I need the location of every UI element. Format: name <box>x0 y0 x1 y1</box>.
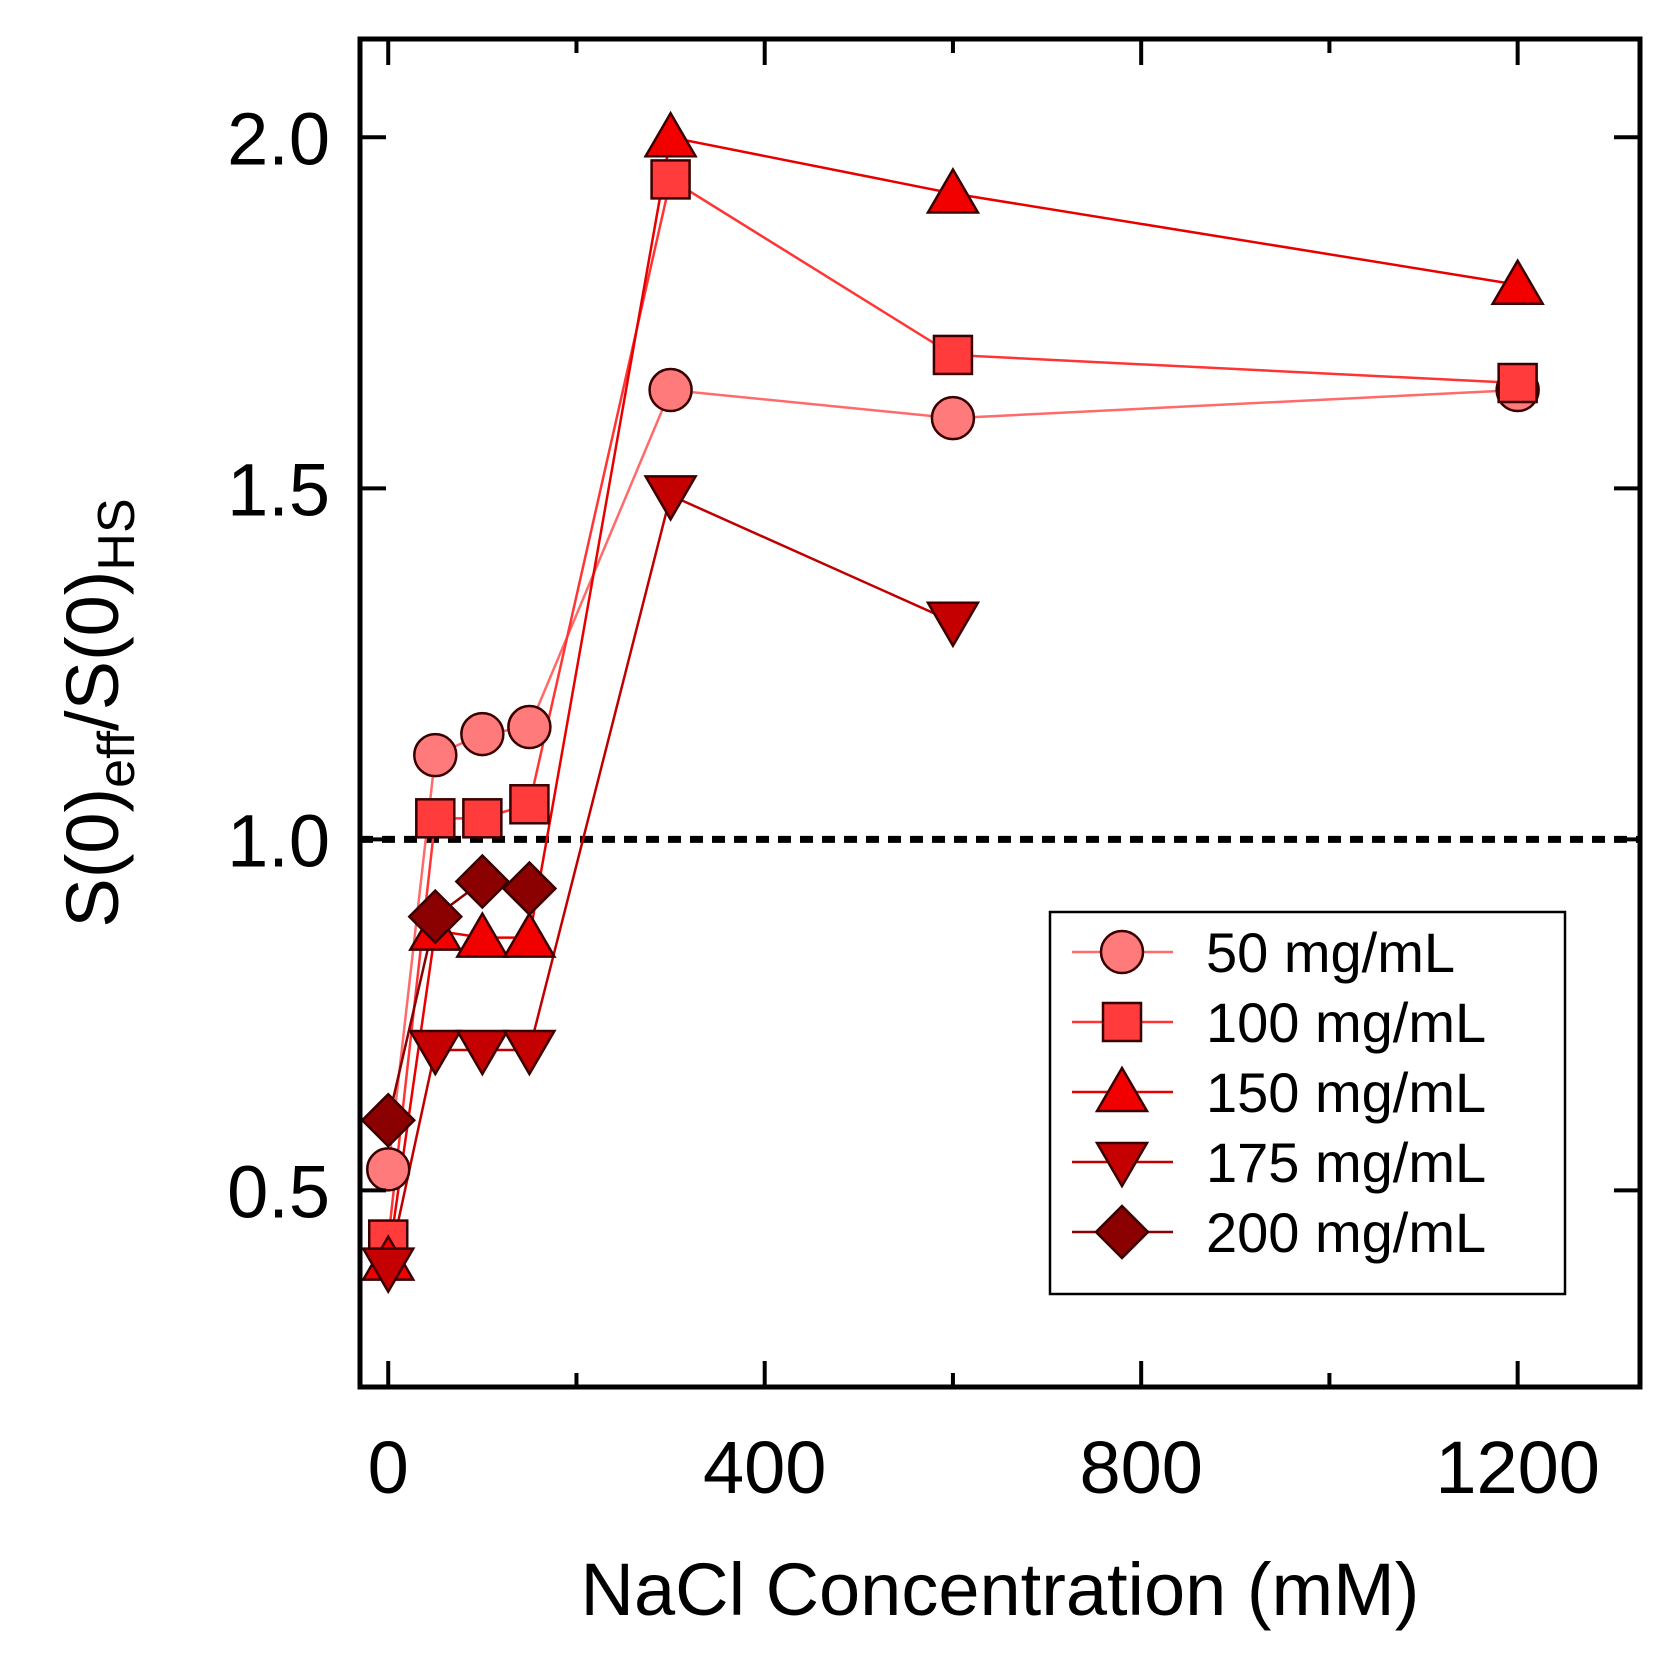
legend-marker <box>1099 929 1145 975</box>
y-axis-title-sub-eff: eff <box>88 730 146 787</box>
series-markers-5 <box>360 853 558 1148</box>
legend-label: 150 mg/mL <box>1206 1061 1486 1124</box>
legend-entry: 200 mg/mL <box>1072 1201 1486 1264</box>
data-point <box>1497 362 1538 404</box>
series-4 <box>387 493 954 1268</box>
legend-label: 175 mg/mL <box>1206 1131 1486 1194</box>
legend-label: 100 mg/mL <box>1206 991 1486 1054</box>
data-point <box>455 1029 510 1077</box>
y-tick-label: 0.5 <box>227 1150 330 1233</box>
legend-marker <box>1094 1141 1150 1189</box>
data-point <box>925 166 981 214</box>
legend-entry: 150 mg/mL <box>1072 1061 1486 1124</box>
y-axis-title-sub-hs: HS <box>88 498 146 570</box>
y-axis-title-separator: /S(0) <box>51 571 134 731</box>
data-point <box>360 1092 417 1148</box>
legend-entry: 100 mg/mL <box>1072 991 1486 1054</box>
data-point <box>507 704 552 750</box>
y-axis-title: S(0)eff/S(0)HS <box>51 498 146 927</box>
data-point <box>643 475 698 522</box>
data-point <box>1490 258 1545 305</box>
y-axis-title-base: S(0) <box>51 788 134 928</box>
data-point <box>932 334 974 376</box>
data-point <box>415 798 456 839</box>
series-layer <box>360 110 1545 1295</box>
data-point <box>930 395 976 441</box>
data-point <box>643 110 698 158</box>
data-point <box>361 1247 416 1295</box>
data-point <box>407 888 464 945</box>
tick-layer: 0 400 800 1200 0.5 1.0 1.5 2.0 <box>227 39 1640 1509</box>
legend-label: 200 mg/mL <box>1206 1201 1486 1264</box>
data-point <box>454 853 511 910</box>
plot-frame <box>357 36 1643 1390</box>
data-point <box>925 601 981 649</box>
y-tick-label: 1.0 <box>227 799 330 882</box>
legend-entry: 175 mg/mL <box>1072 1131 1486 1194</box>
x-tick-label: 400 <box>703 1426 826 1509</box>
data-point <box>502 911 557 958</box>
x-axis-title: NaCl Concentration (mM) <box>581 1548 1420 1631</box>
legend-entry: 50 mg/mL <box>1072 921 1455 984</box>
data-point <box>462 798 503 839</box>
series-line <box>387 493 954 1268</box>
data-point <box>460 711 505 757</box>
x-tick-label: 800 <box>1079 1426 1202 1509</box>
y-tick-label: 2.0 <box>227 97 330 180</box>
x-tick-label: 0 <box>368 1426 409 1509</box>
legend-marker <box>1094 1204 1150 1260</box>
legend-marker <box>1094 1065 1150 1113</box>
data-point <box>650 159 691 200</box>
data-point <box>502 1029 557 1077</box>
legend-label: 50 mg/mL <box>1206 921 1455 984</box>
data-point <box>501 860 558 917</box>
data-point <box>365 1147 411 1192</box>
series-markers-4 <box>361 475 981 1295</box>
data-point <box>648 367 693 413</box>
legend: 50 mg/mL 100 mg/mL 150 mg/mL 175 mg/mL 200 m… <box>1048 910 1567 1296</box>
data-point <box>455 911 510 958</box>
series-markers-2 <box>367 159 1538 1260</box>
y-tick-label: 1.5 <box>227 448 330 531</box>
x-tick-label: 1200 <box>1435 1426 1600 1509</box>
data-point <box>413 732 458 778</box>
data-point <box>408 1029 463 1077</box>
data-point <box>509 784 550 825</box>
legend-marker <box>1101 1001 1143 1043</box>
